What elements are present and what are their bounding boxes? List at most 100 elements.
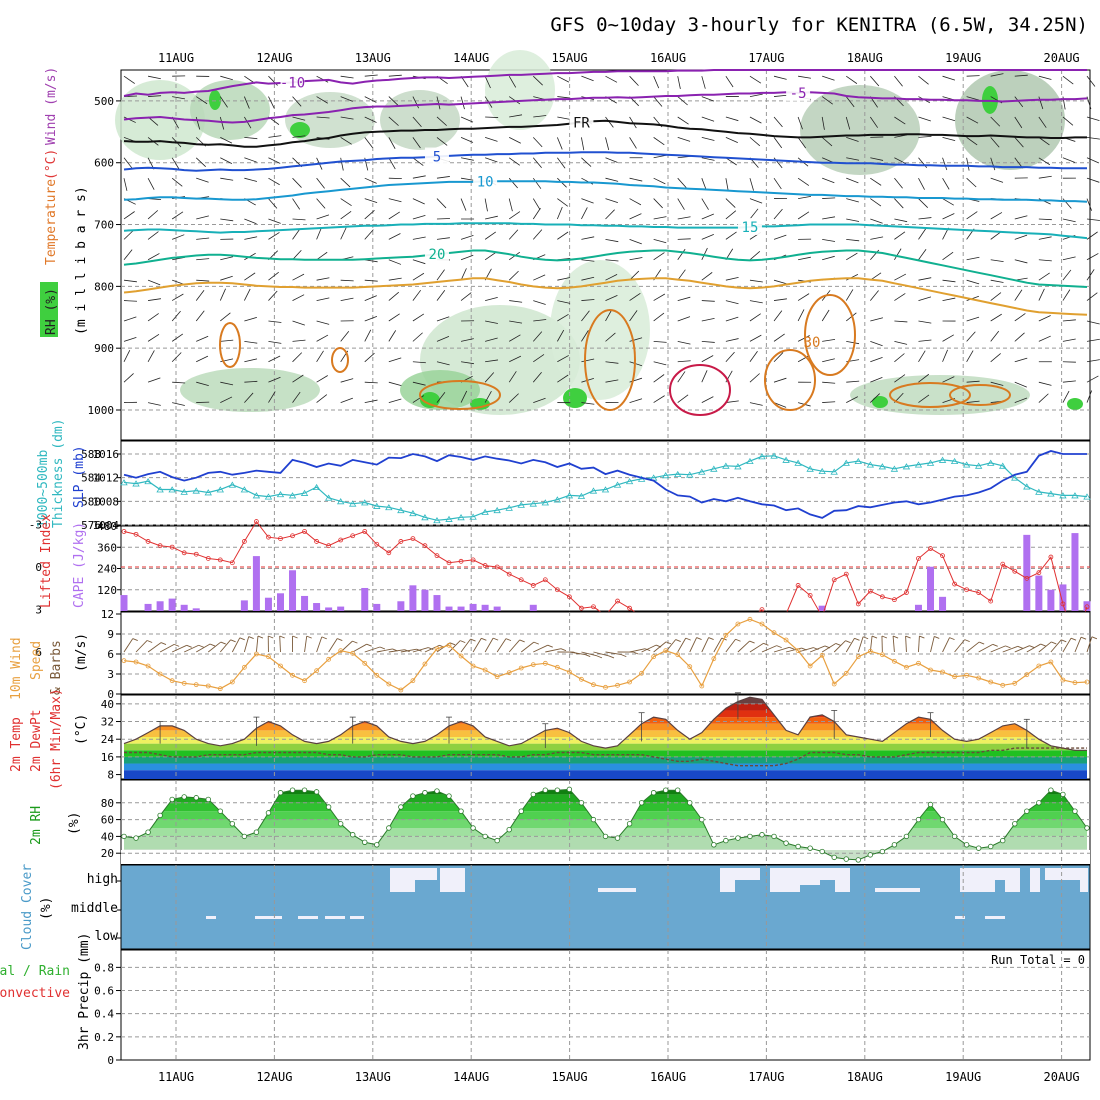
wind10-barb bbox=[1062, 637, 1072, 653]
wind-barb bbox=[966, 137, 978, 146]
wind-barb bbox=[1062, 157, 1076, 163]
wind10-barb-flag bbox=[174, 643, 180, 647]
wind-barb bbox=[653, 96, 663, 107]
wind-barb bbox=[629, 75, 639, 86]
wind-barb bbox=[147, 210, 159, 220]
thickness-marker bbox=[830, 468, 838, 475]
wind-barb bbox=[196, 258, 210, 261]
wind-barb bbox=[268, 340, 282, 344]
lifted-index-marker bbox=[374, 541, 380, 547]
rh2m-marker bbox=[699, 816, 705, 823]
wind-barb bbox=[845, 96, 855, 108]
wind-barb bbox=[220, 312, 231, 322]
temp-unit-label: (°C) bbox=[74, 714, 89, 745]
wind-barb bbox=[485, 320, 498, 324]
wind-barb bbox=[653, 198, 663, 209]
cape-bar bbox=[397, 601, 405, 611]
thickness-marker bbox=[722, 462, 730, 469]
thickness-marker bbox=[132, 480, 140, 487]
wind-barb bbox=[292, 352, 303, 363]
wind10-barb-flag bbox=[230, 639, 236, 643]
thickness-marker bbox=[902, 463, 911, 470]
wind10-barb-flag bbox=[934, 636, 940, 639]
temp-color-band bbox=[124, 750, 1087, 757]
wind-barb bbox=[484, 157, 498, 163]
wind-barb bbox=[220, 137, 233, 144]
wind-barb bbox=[292, 273, 305, 281]
wind-barb bbox=[1086, 198, 1093, 211]
wind-barb bbox=[749, 313, 761, 322]
wind10-barb-flag bbox=[708, 637, 714, 640]
wind-barb bbox=[268, 355, 281, 363]
wind10-barb bbox=[520, 641, 535, 653]
wind10-barb bbox=[1038, 641, 1052, 653]
wind-barb bbox=[532, 198, 541, 210]
wind-barb bbox=[773, 177, 782, 190]
lifted-index-marker bbox=[542, 577, 548, 583]
wind-barb bbox=[557, 75, 570, 83]
wind-barb bbox=[894, 353, 905, 363]
wind10-barb-flag bbox=[209, 643, 216, 647]
warm-isotherm bbox=[669, 364, 731, 416]
wind10-barb bbox=[629, 648, 646, 653]
wind-barb bbox=[605, 379, 619, 383]
wind-barb bbox=[701, 76, 706, 89]
wind-barb bbox=[918, 339, 932, 342]
wind-barb bbox=[749, 300, 763, 304]
wind-barb bbox=[653, 252, 665, 261]
wind-barb bbox=[990, 313, 1002, 322]
isotherm-label-bg bbox=[737, 218, 762, 236]
thickness-marker bbox=[144, 477, 152, 485]
lifted-index-marker bbox=[145, 539, 151, 544]
wind-barb bbox=[196, 177, 209, 183]
wind-barb bbox=[147, 313, 159, 322]
wind10-barb bbox=[833, 640, 846, 653]
wind-barb bbox=[172, 402, 185, 406]
wind-barb bbox=[894, 248, 902, 260]
isotherm-label: -5 bbox=[790, 86, 807, 102]
rh2m-marker bbox=[903, 833, 910, 840]
wind-barb bbox=[918, 198, 929, 208]
lifted-index-marker bbox=[290, 533, 295, 539]
wind-barb bbox=[821, 96, 833, 105]
precip-convective-label: Convective bbox=[0, 986, 70, 1001]
wind-barb bbox=[773, 310, 783, 322]
wind-barb bbox=[1086, 231, 1098, 240]
wind10-barb bbox=[135, 640, 148, 653]
wind-barb bbox=[147, 334, 160, 342]
wind10-marker bbox=[1084, 679, 1090, 685]
wind10-barb bbox=[304, 636, 308, 653]
rh-high-shading bbox=[563, 388, 587, 408]
millibars-axis-label: (m i l l i b a r s) bbox=[74, 186, 89, 335]
wind-barb bbox=[364, 229, 374, 240]
lifted-index-marker bbox=[458, 558, 464, 564]
wind-barb bbox=[123, 349, 131, 362]
wind10-barb bbox=[496, 638, 507, 653]
wind-barb bbox=[918, 217, 932, 220]
wind10-barb-flag bbox=[186, 644, 192, 648]
thickness-marker bbox=[1035, 488, 1043, 495]
wind-barb bbox=[677, 360, 691, 363]
wind-barb bbox=[1014, 289, 1023, 301]
thickness-marker bbox=[866, 461, 875, 468]
thickness-marker bbox=[264, 493, 273, 500]
lifted-index-marker bbox=[928, 546, 933, 551]
wind-barb bbox=[412, 332, 423, 342]
wind10-barb bbox=[605, 651, 622, 656]
isotherm-label-bg bbox=[473, 172, 498, 190]
wind-barb bbox=[460, 390, 468, 403]
rh2m-marker bbox=[1072, 808, 1078, 814]
wind-barb bbox=[677, 269, 686, 281]
wind-barb bbox=[990, 353, 1001, 363]
wind10-barb bbox=[593, 651, 610, 657]
wind-barb bbox=[894, 177, 903, 189]
lifted-index-marker bbox=[843, 571, 849, 577]
wind10-marker bbox=[783, 637, 789, 643]
wind-barb bbox=[485, 359, 499, 363]
lifted-index-marker bbox=[1048, 554, 1054, 560]
isotherm-label-bg bbox=[280, 73, 305, 91]
wind-barb bbox=[436, 116, 447, 126]
wind-barb bbox=[268, 391, 276, 403]
wind-barb bbox=[557, 355, 569, 363]
